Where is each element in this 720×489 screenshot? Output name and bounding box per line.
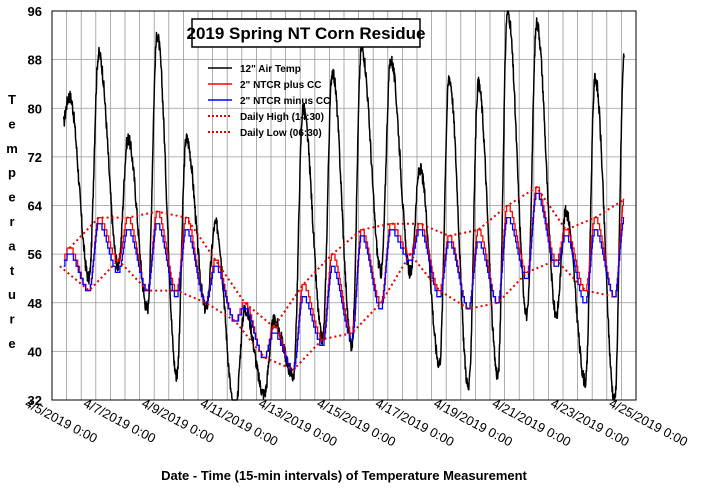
legend-label-air: 12" Air Temp: [240, 64, 301, 75]
y-axis-label: Temperature: [6, 92, 18, 351]
plot-area-border: [51, 10, 637, 401]
y-axis-label-letter: m: [6, 141, 18, 156]
y-tick-label: 72: [28, 150, 42, 165]
legend-label-low: Daily Low (06:30): [240, 128, 322, 139]
y-axis-label-letter: a: [8, 238, 16, 253]
x-axis-label: Date - Time (15-min intervals) of Temper…: [161, 468, 527, 483]
y-axis-label-letter: r: [9, 312, 14, 327]
legend-label-minus: 2" NTCR minus CC: [240, 96, 330, 107]
daily-high-line: [68, 185, 625, 329]
y-tick-label: 80: [28, 101, 42, 116]
air-temp-series: [62, 10, 625, 401]
ntcr-minus-cc-series: [63, 192, 625, 371]
y-axis-ticks: 32 40 48 56 64 72 80 88 96: [28, 4, 43, 408]
daily-envelope-series: [59, 185, 625, 371]
y-tick-label: 32: [28, 393, 42, 408]
y-tick-label: 56: [28, 247, 42, 262]
air-temp-line: [62, 10, 625, 401]
legend-label-high: Daily High (14:30): [240, 112, 324, 123]
y-axis-label-letter: p: [8, 165, 16, 180]
y-axis-label-letter: e: [8, 116, 15, 131]
chart-title: 2019 Spring NT Corn Residue: [187, 18, 426, 48]
y-axis-label-letter: T: [8, 92, 16, 107]
y-tick-label: 40: [28, 344, 42, 359]
y-tick-label: 48: [28, 296, 42, 311]
ntcr-minus-cc-line: [63, 192, 625, 371]
y-tick-label: 88: [28, 53, 42, 68]
legend: 12" Air Temp 2" NTCR plus CC 2" NTCR min…: [208, 64, 330, 139]
y-axis-label-letter: t: [10, 263, 15, 278]
y-tick-label: 96: [28, 4, 42, 19]
y-axis-label-letter: u: [8, 287, 16, 302]
y-axis-label-letter: e: [8, 190, 15, 205]
y-tick-label: 64: [28, 199, 43, 214]
chart-title-text: 2019 Spring NT Corn Residue: [187, 24, 426, 43]
y-axis-label-letter: r: [9, 214, 14, 229]
legend-label-plus: 2" NTCR plus CC: [240, 80, 321, 91]
y-axis-label-letter: e: [8, 336, 15, 351]
